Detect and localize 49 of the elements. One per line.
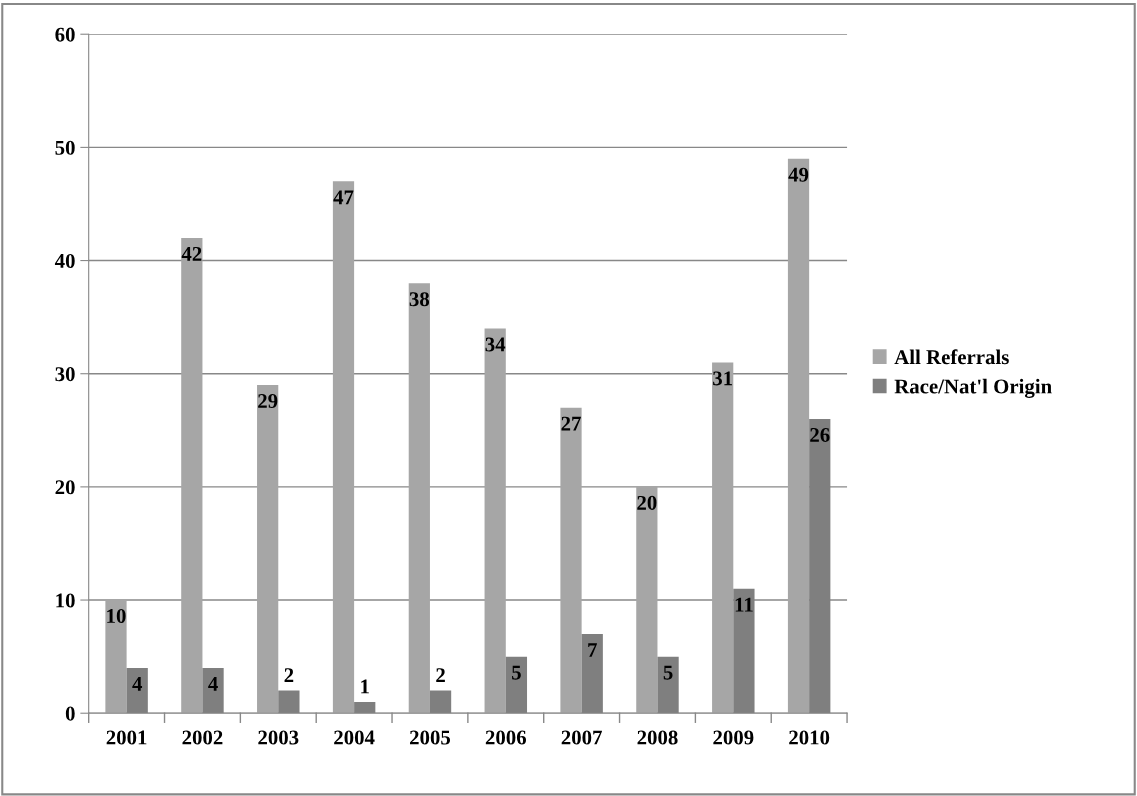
- x-tick-label: 2007: [561, 730, 602, 745]
- bar: [181, 237, 203, 714]
- x-tick-label: 2010: [789, 730, 830, 745]
- data-label: 2: [436, 668, 445, 682]
- bar: [257, 385, 279, 714]
- x-tick-label: 2002: [182, 730, 223, 745]
- data-label: 47: [333, 190, 354, 205]
- y-tick-label: 10: [56, 593, 75, 608]
- bar: [560, 407, 582, 714]
- x-tick-label: 2004: [334, 730, 375, 745]
- bar: [484, 328, 506, 714]
- legend-label: All Referrals: [894, 349, 1009, 365]
- x-tick-label: 2006: [485, 730, 527, 745]
- data-label: 49: [788, 167, 809, 182]
- x-tick-label: 2005: [410, 730, 451, 745]
- data-label: 2: [284, 668, 294, 682]
- bar: [636, 486, 658, 714]
- x-tick-label: 2001: [106, 730, 147, 745]
- bar: [408, 283, 430, 714]
- y-tick-label: 30: [55, 367, 75, 382]
- y-tick-label: 40: [54, 253, 75, 268]
- data-label: 7: [588, 643, 597, 657]
- x-tick-label: 2008: [637, 730, 678, 745]
- data-label: 42: [181, 246, 202, 261]
- data-label: 38: [409, 292, 430, 307]
- bar: [712, 362, 734, 714]
- data-label: 1: [361, 679, 369, 694]
- data-label: 27: [561, 416, 581, 431]
- data-label: 5: [512, 665, 521, 680]
- data-label: 20: [637, 495, 657, 510]
- y-tick-label: 0: [65, 706, 75, 721]
- y-tick-label: 20: [55, 480, 75, 495]
- data-label: 4: [132, 677, 143, 691]
- x-tick-label: 2009: [713, 730, 754, 745]
- data-label: 5: [663, 665, 673, 680]
- y-tick-label: 50: [55, 140, 75, 155]
- data-label: 34: [485, 337, 506, 352]
- x-tick-label: 2003: [258, 730, 299, 745]
- data-label: 11: [735, 597, 753, 612]
- data-label: 26: [810, 427, 830, 442]
- bar: [787, 158, 810, 714]
- data-label: 4: [208, 677, 218, 691]
- data-label: 31: [713, 371, 733, 386]
- y-tick-label: 60: [55, 27, 75, 42]
- bar: [332, 181, 355, 714]
- bar: [105, 600, 127, 714]
- data-label: 10: [107, 608, 126, 624]
- data-label: 29: [258, 394, 278, 409]
- legend-label: Race/Nat'l Origin: [894, 378, 1052, 398]
